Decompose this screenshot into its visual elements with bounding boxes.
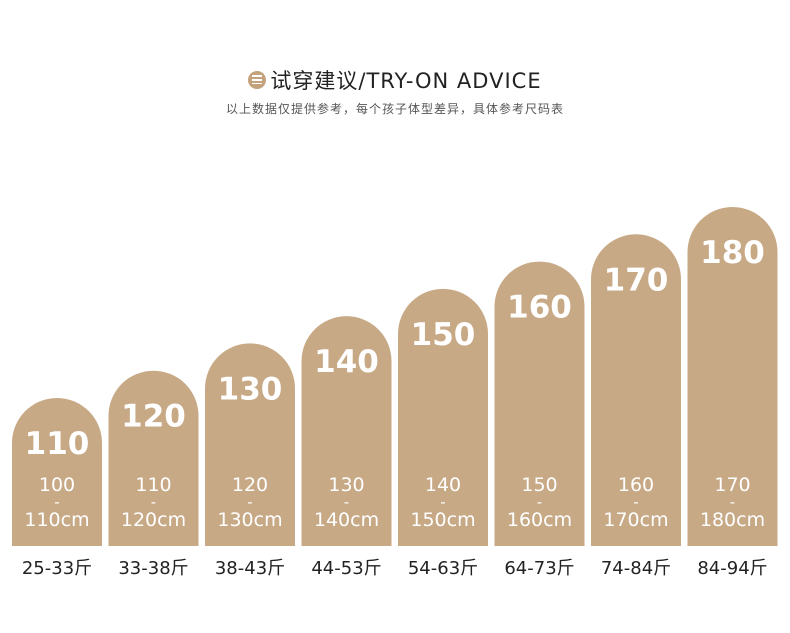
size-value-label: 130 xyxy=(218,371,283,407)
height-to-label: 170cm xyxy=(603,509,668,531)
height-from-label: 130 xyxy=(328,474,364,496)
weight-range-label: 38-43斤 xyxy=(215,558,285,579)
height-from-label: 170 xyxy=(714,474,750,496)
height-to-label: 160cm xyxy=(507,509,572,531)
size-value-label: 160 xyxy=(507,290,572,326)
height-separator: - xyxy=(537,493,542,511)
height-separator: - xyxy=(440,493,445,511)
weight-range-label: 54-63斤 xyxy=(408,558,478,579)
size-bar xyxy=(494,261,585,546)
height-to-label: 110cm xyxy=(24,509,89,531)
weight-range-label: 44-53斤 xyxy=(311,558,381,579)
height-from-label: 120 xyxy=(232,474,268,496)
height-separator: - xyxy=(151,493,156,511)
size-bar xyxy=(12,398,102,546)
size-value-label: 180 xyxy=(700,235,765,271)
height-to-label: 130cm xyxy=(217,509,282,531)
height-from-label: 100 xyxy=(39,474,75,496)
weight-range-label: 64-73斤 xyxy=(504,558,574,579)
height-from-label: 110 xyxy=(135,474,171,496)
size-value-label: 120 xyxy=(121,399,186,435)
height-separator: - xyxy=(247,493,252,511)
weight-range-label: 33-38斤 xyxy=(118,558,188,579)
header: 试穿建议/TRY-ON ADVICE 以上数据仅提供参考，每个孩子体型差异，具体… xyxy=(0,62,790,117)
height-from-label: 140 xyxy=(425,474,461,496)
height-separator: - xyxy=(344,493,349,511)
size-value-label: 140 xyxy=(314,344,379,380)
size-value-label: 110 xyxy=(25,426,90,462)
size-bar xyxy=(687,207,778,546)
height-separator: - xyxy=(633,493,638,511)
title-row: 试穿建议/TRY-ON ADVICE xyxy=(248,65,541,95)
size-bar xyxy=(205,343,295,546)
size-value-label: 150 xyxy=(411,317,476,353)
weight-range-label: 74-84斤 xyxy=(601,558,671,579)
page-subtitle: 以上数据仅提供参考，每个孩子体型差异，具体参考尺码表 xyxy=(225,101,564,116)
height-to-label: 140cm xyxy=(314,509,379,531)
height-to-label: 180cm xyxy=(700,509,765,531)
height-to-label: 150cm xyxy=(410,509,475,531)
weight-range-label: 84-94斤 xyxy=(697,558,767,579)
height-to-label: 120cm xyxy=(121,509,186,531)
height-from-label: 150 xyxy=(521,474,557,496)
height-from-label: 160 xyxy=(618,474,654,496)
height-separator: - xyxy=(730,493,735,511)
menu-lines-icon xyxy=(248,70,267,89)
size-bar xyxy=(301,316,392,546)
size-bar xyxy=(398,288,488,546)
size-bar xyxy=(591,234,681,547)
height-separator: - xyxy=(54,493,59,511)
size-bar xyxy=(108,370,199,546)
size-value-label: 170 xyxy=(604,262,669,298)
page-title: 试穿建议/TRY-ON ADVICE xyxy=(270,68,542,93)
weight-range-label: 25-33斤 xyxy=(22,558,92,579)
